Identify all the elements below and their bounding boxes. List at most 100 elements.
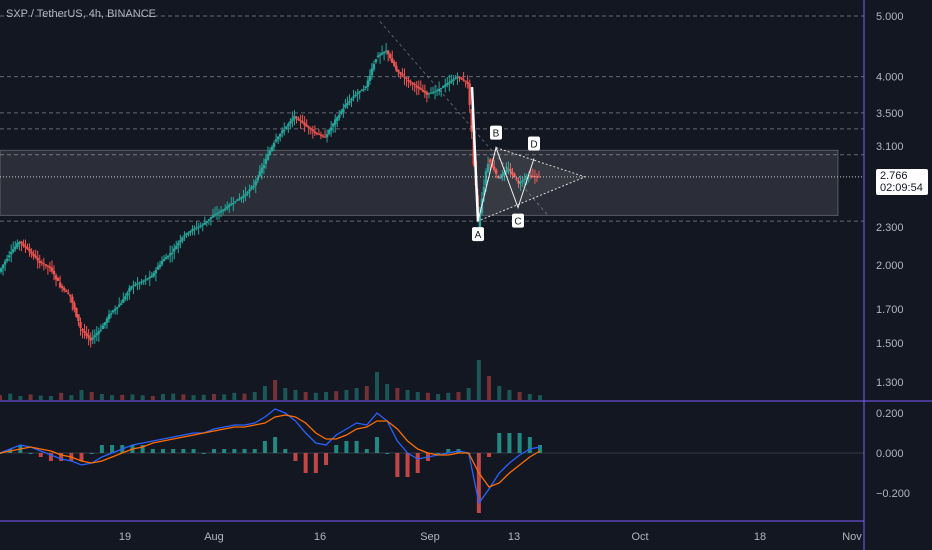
candle-body bbox=[36, 257, 39, 261]
candle-body bbox=[217, 212, 221, 214]
candle-body bbox=[189, 230, 192, 233]
volume-bar bbox=[211, 394, 216, 400]
candle-body bbox=[521, 180, 524, 182]
candle-body bbox=[494, 169, 498, 175]
candle-body bbox=[24, 245, 27, 248]
candle-body bbox=[38, 260, 41, 264]
volume-bar bbox=[527, 394, 532, 400]
volume-bar bbox=[120, 394, 125, 400]
macd-histogram-bar bbox=[110, 445, 115, 453]
candle-body bbox=[1, 264, 5, 269]
candle-body bbox=[405, 77, 408, 80]
volume-bar bbox=[59, 392, 64, 400]
macd-histogram-bar bbox=[324, 453, 329, 465]
candle-body bbox=[199, 225, 202, 227]
macd-histogram-bar bbox=[538, 445, 542, 453]
macd-histogram-bar bbox=[436, 453, 441, 454]
macd-histogram-bar bbox=[395, 453, 400, 477]
macd-histogram-bar bbox=[385, 453, 390, 454]
time-tick-label: Nov bbox=[842, 531, 862, 543]
candle-body bbox=[142, 280, 145, 282]
macd-histogram-bar bbox=[161, 449, 166, 453]
volume-bar bbox=[466, 388, 471, 400]
candle-body bbox=[356, 92, 359, 95]
candle-body bbox=[336, 117, 339, 121]
candle-body bbox=[401, 73, 404, 76]
candle-body bbox=[107, 314, 111, 320]
volume-bar bbox=[303, 392, 308, 400]
macd-histogram-bar bbox=[283, 449, 288, 453]
oscillator-scale[interactable]: 0.200 0.000 −0.200 bbox=[876, 408, 910, 500]
consolidation-zone bbox=[0, 149, 839, 216]
candle-body bbox=[446, 82, 449, 86]
candle-body bbox=[315, 133, 319, 135]
macd-histogram-bar bbox=[28, 453, 33, 454]
pattern-point-label: B bbox=[490, 125, 502, 140]
candle-body bbox=[99, 329, 103, 331]
candle-body bbox=[340, 111, 343, 115]
candle-body bbox=[281, 130, 284, 134]
candle-body bbox=[197, 226, 200, 228]
volume-bar bbox=[48, 396, 53, 400]
candle-body bbox=[283, 129, 286, 132]
candle-body bbox=[276, 136, 280, 140]
volume-bar bbox=[38, 395, 43, 400]
candle-body bbox=[411, 83, 414, 85]
time-tick-label: 19 bbox=[119, 531, 131, 543]
candle-body bbox=[28, 248, 31, 252]
candle-body bbox=[499, 176, 502, 179]
candle-body bbox=[122, 299, 125, 303]
volume-bar bbox=[364, 386, 369, 400]
candle-body bbox=[368, 75, 372, 82]
candle-body bbox=[417, 87, 420, 89]
volume-bar bbox=[517, 392, 522, 400]
macd-histogram-bar bbox=[293, 453, 298, 461]
candle-body bbox=[256, 177, 259, 181]
candle-body bbox=[230, 203, 233, 206]
macd-histogram-bar bbox=[405, 453, 410, 477]
price-tick-label: 2.300 bbox=[876, 222, 904, 234]
volume-bar bbox=[191, 395, 196, 400]
volume-bar bbox=[283, 388, 288, 400]
time-axis[interactable]: 19 Aug 16 Sep 13 Oct 18 Nov bbox=[119, 531, 862, 543]
candle-body bbox=[503, 172, 506, 175]
candle-body bbox=[221, 209, 225, 212]
oscillator-tick-label: −0.200 bbox=[876, 488, 910, 500]
oscillator-tick-label: 0.200 bbox=[876, 408, 904, 420]
candle-body bbox=[391, 58, 394, 64]
candle-body bbox=[462, 79, 465, 81]
price-tick-label: 1.300 bbox=[876, 377, 904, 389]
candle-body bbox=[65, 290, 68, 292]
candle-body bbox=[350, 98, 353, 101]
label-text: A bbox=[475, 230, 482, 241]
label-text: C bbox=[514, 217, 521, 228]
candle-body bbox=[382, 51, 386, 54]
pattern-point-label: D bbox=[528, 136, 540, 151]
label-box bbox=[528, 136, 540, 151]
candle-body bbox=[295, 116, 298, 119]
candle-body bbox=[158, 264, 162, 267]
macd-histogram-bar bbox=[527, 437, 532, 453]
candle-body bbox=[360, 90, 363, 92]
candle-body bbox=[525, 177, 528, 179]
label-box bbox=[472, 227, 484, 242]
candle-body bbox=[67, 292, 70, 294]
volume-bar bbox=[201, 394, 206, 400]
macd-histogram-bar bbox=[232, 449, 237, 453]
candle-body bbox=[287, 123, 290, 127]
macd-histogram-bar bbox=[150, 449, 155, 453]
price-scale[interactable]: 5.000 4.000 3.500 3.100 2.300 2.000 1.700 1.500… bbox=[876, 11, 904, 389]
candle-body bbox=[75, 308, 78, 318]
candle-body bbox=[62, 288, 66, 291]
macd-histogram-bar bbox=[89, 453, 94, 454]
candle-body bbox=[148, 276, 151, 279]
volume-bar bbox=[334, 391, 339, 400]
candle-body bbox=[301, 121, 304, 123]
time-tick-label: 18 bbox=[754, 531, 766, 543]
price-tick-label: 4.000 bbox=[876, 72, 904, 84]
volume-bar bbox=[89, 392, 94, 400]
candle-body bbox=[366, 80, 370, 88]
candle-body bbox=[173, 248, 176, 252]
candle-body bbox=[346, 102, 349, 106]
